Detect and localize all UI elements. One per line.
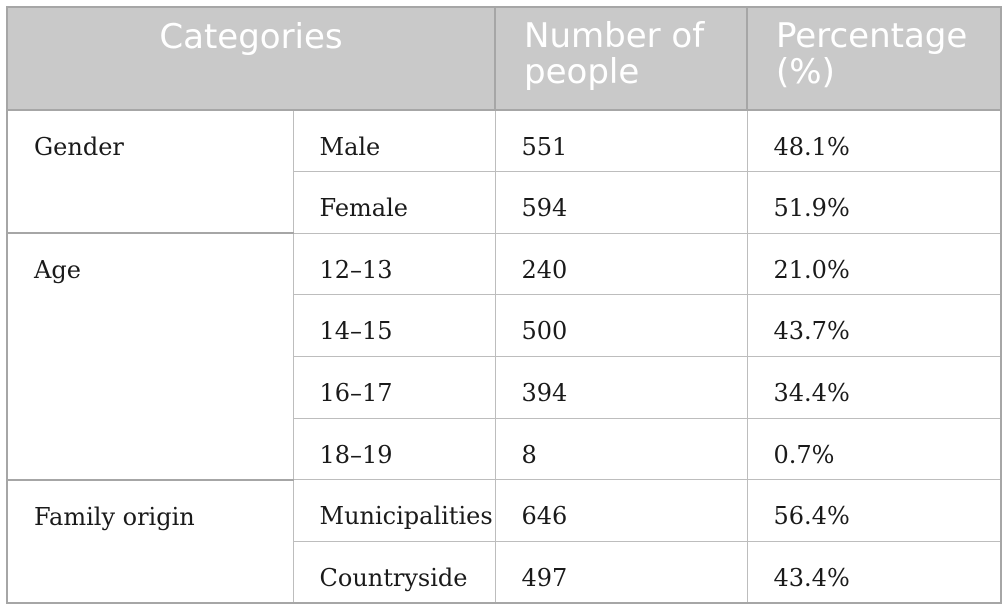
row-count: 497 [494, 540, 748, 604]
table-row: Countryside 497 43.4% [7, 540, 1002, 604]
group-label-gender: Gender [6, 108, 294, 234]
header-number-of-people: Number of people [494, 6, 749, 111]
table-container: Categories Number of people Percentage (… [5, 6, 1003, 604]
row-percent: 0.7% [746, 417, 1002, 481]
group-label-family-origin: Family origin [6, 478, 294, 604]
row-category: Female [292, 171, 496, 234]
row-count: 8 [494, 417, 748, 481]
header-row: Categories Number of people Percentage (… [5, 6, 1003, 111]
row-count: 500 [494, 294, 748, 357]
table-body: Gender Male 551 48.1% Female 594 51.9% A… [6, 108, 1002, 604]
row-percent: 21.0% [746, 232, 1002, 296]
row-category: 14–15 [292, 294, 496, 357]
table-row: 18–19 8 0.7% [7, 417, 1002, 481]
table-row: Female 594 51.9% [7, 171, 1002, 234]
group-label-age: Age [6, 232, 294, 481]
row-category: 16–17 [292, 356, 496, 419]
row-count: 551 [494, 109, 748, 173]
row-category: 18–19 [292, 417, 496, 481]
row-percent: 34.4% [746, 356, 1002, 419]
table-row: 16–17 394 34.4% [7, 356, 1002, 419]
table-row: Age 12–13 240 21.0% [6, 232, 1002, 481]
row-percent: 56.4% [746, 479, 1002, 542]
demographics-table: Categories Number of people Percentage (… [5, 6, 1003, 604]
header-categories: Categories [5, 6, 497, 111]
row-category: 12–13 [292, 232, 496, 296]
row-category: Male [292, 109, 496, 173]
row-percent: 51.9% [746, 171, 1002, 234]
row-count: 394 [494, 356, 748, 419]
table-row: Family origin Municipalities 646 56.4% [6, 478, 1002, 604]
table-row: Gender Male 551 48.1% [6, 108, 1002, 234]
row-count: 594 [494, 171, 748, 234]
header-percentage: Percentage (%) [746, 6, 1003, 111]
row-category: Countryside [292, 540, 496, 604]
row-percent: 43.7% [746, 294, 1002, 357]
row-count: 646 [494, 479, 748, 542]
row-percent: 48.1% [746, 109, 1002, 173]
row-percent: 43.4% [746, 540, 1002, 604]
table-header: Categories Number of people Percentage (… [5, 6, 1003, 111]
row-count: 240 [494, 232, 748, 296]
row-category: Municipalities [292, 479, 496, 542]
